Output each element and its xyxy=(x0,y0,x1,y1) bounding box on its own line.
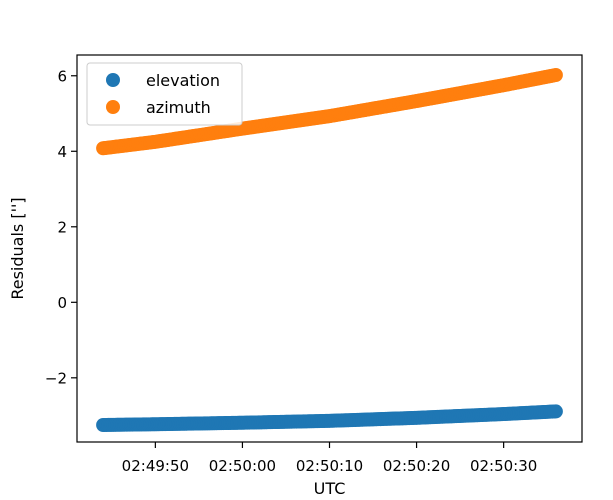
data-point xyxy=(548,68,563,83)
legend-marker-elevation xyxy=(106,73,120,87)
data-point xyxy=(548,404,563,419)
x-tick-label: 02:49:50 xyxy=(122,457,189,475)
y-axis-label: Residuals [''] xyxy=(8,197,27,299)
y-tick-label: 4 xyxy=(57,143,67,161)
x-axis-label: UTC xyxy=(314,479,346,498)
legend-label-elevation: elevation xyxy=(146,71,220,90)
series-elevation xyxy=(96,404,563,433)
y-axis-ticks: −2 0 2 4 6 xyxy=(45,67,77,387)
y-tick-label: 0 xyxy=(57,294,67,312)
legend-marker-azimuth xyxy=(106,100,120,114)
x-tick-label: 02:50:10 xyxy=(296,457,363,475)
series-azimuth xyxy=(96,68,563,156)
y-tick-label: −2 xyxy=(45,369,67,387)
legend: elevation azimuth xyxy=(86,62,243,126)
y-tick-label: 6 xyxy=(57,67,67,85)
data-series xyxy=(96,68,563,433)
y-tick-label: 2 xyxy=(57,218,67,236)
legend-label-azimuth: azimuth xyxy=(146,98,211,117)
x-tick-label: 02:50:00 xyxy=(209,457,276,475)
x-tick-label: 02:50:30 xyxy=(470,457,537,475)
x-tick-label: 02:50:20 xyxy=(383,457,450,475)
legend-box xyxy=(86,62,243,126)
x-axis-ticks: 02:49:50 02:50:00 02:50:10 02:50:20 02:50:30 xyxy=(122,442,537,475)
